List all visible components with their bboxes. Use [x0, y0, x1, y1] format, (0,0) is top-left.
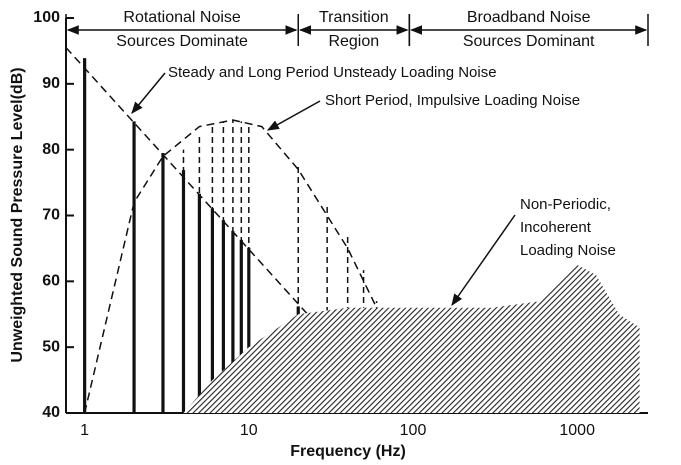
y-tick-label: 100 — [33, 9, 60, 26]
y-axis-label: Unweighted Sound Pressure Level(dB) — [9, 67, 26, 362]
annotation: Short Period, Impulsive Loading Noise — [325, 92, 580, 109]
annotation-arrow — [131, 72, 166, 114]
annotation: Steady and Long Period Unsteady Loading … — [168, 64, 497, 81]
region-label: Rotational Noise — [123, 9, 241, 26]
x-tick-label: 1000 — [559, 422, 595, 439]
annotation: Incoherent — [520, 219, 592, 236]
annotation-arrow — [451, 214, 516, 306]
x-tick-label: 1 — [80, 422, 89, 439]
envelope — [83, 119, 398, 414]
region-label: Broadband Noise — [467, 9, 591, 26]
region-label: Transition — [319, 9, 389, 26]
y-tick-label: 40 — [42, 404, 60, 421]
x-tick-label: 100 — [400, 422, 427, 439]
y-tick-label: 50 — [42, 338, 60, 355]
y-tick-label: 80 — [42, 141, 60, 158]
region-label: Sources Dominate — [116, 33, 248, 50]
annotation: Non-Periodic, — [520, 196, 611, 213]
broadband-area — [183, 264, 640, 413]
annotation-arrow — [266, 100, 321, 131]
x-axis-label: Frequency (Hz) — [290, 443, 406, 460]
region-label: Region — [328, 33, 379, 50]
y-tick-label: 60 — [42, 273, 60, 290]
region-label: Sources Dominant — [463, 33, 595, 50]
y-tick-label: 90 — [42, 75, 60, 92]
annotation: Loading Noise — [520, 242, 616, 259]
y-tick-label: 70 — [42, 207, 60, 224]
x-tick-label: 10 — [240, 422, 258, 439]
